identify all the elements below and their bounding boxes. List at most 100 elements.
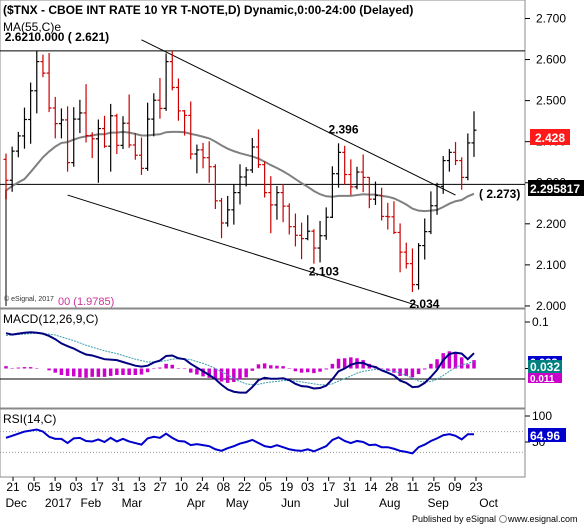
ohlc-bar xyxy=(3,153,9,200)
ohlc-bar xyxy=(354,166,360,190)
ohlc-bar xyxy=(323,207,329,240)
hidden-low-label: 00 (1.9785) xyxy=(58,296,114,308)
ohlc-bar xyxy=(28,82,34,144)
month-label: Feb xyxy=(81,496,102,510)
month-label: Aug xyxy=(379,496,400,510)
ohlc-bar xyxy=(40,54,46,78)
ohlc-bar xyxy=(391,201,397,235)
date-tick-label: 31 xyxy=(112,480,126,494)
ohlc-bar xyxy=(169,50,175,91)
ohlc-bar xyxy=(194,144,200,174)
month-label: Mar xyxy=(122,496,143,510)
ohlc-bar xyxy=(446,149,452,172)
price-tick-label: 2.600 xyxy=(536,53,566,67)
ohlc-bar xyxy=(102,115,108,148)
rsi-value: 64.96 xyxy=(530,429,560,443)
date-tick-label: 03 xyxy=(301,480,315,494)
rsi-reference-lines xyxy=(0,431,525,453)
ohlc-bar xyxy=(126,94,132,148)
month-label: Oct xyxy=(479,496,498,510)
ohlc-bar xyxy=(249,137,255,173)
ohlc-bars xyxy=(3,50,477,292)
ohlc-bar xyxy=(274,186,280,220)
ma-legend: MA(55,C)e xyxy=(3,20,61,34)
ohlc-bar xyxy=(34,50,40,114)
date-tick-label: 11 xyxy=(407,480,420,494)
date-tick-label: 27 xyxy=(154,480,168,494)
price-panel-frame xyxy=(0,0,526,309)
month-label: Jul xyxy=(334,496,349,510)
rsi-line xyxy=(5,428,475,455)
price-annotation: 2.396 xyxy=(329,122,359,136)
chart-title: ($TNX - CBOE INT RATE 10 YR T-NOTE,D) Dy… xyxy=(3,3,413,17)
ohlc-bar xyxy=(89,132,95,159)
ohlc-bar xyxy=(459,157,465,190)
date-tick-label: 17 xyxy=(322,480,336,494)
price-tick-label: 2.700 xyxy=(536,11,566,25)
ohlc-bar xyxy=(305,215,311,241)
ohlc-bar xyxy=(428,191,434,235)
ohlc-bar xyxy=(416,243,422,290)
rsi-badges: 64.96 xyxy=(528,428,566,443)
ohlc-bar xyxy=(219,197,225,239)
macd-signal-line xyxy=(5,332,475,386)
price-annotations: 2.621 0.000 ( 2.621) 2.396 2.103 2.034 ( 2.27… xyxy=(5,30,521,311)
date-tick-label: 25 xyxy=(427,480,441,494)
ohlc-bar xyxy=(422,218,428,260)
ma-value-badge xyxy=(528,180,584,196)
macd-line xyxy=(5,331,475,394)
month-label: Dec xyxy=(5,496,26,510)
ohlc-bar xyxy=(237,164,243,205)
price-annotation: 0.000 ( 2.621) xyxy=(34,30,109,44)
date-tick-label: 19 xyxy=(280,480,294,494)
ohlc-bar xyxy=(108,103,114,172)
ohlc-bar xyxy=(292,213,298,247)
macd-tick-label: 0.1 xyxy=(532,315,549,329)
month-label: 2017 xyxy=(45,496,72,510)
price-tick-label: 2.100 xyxy=(536,258,566,272)
price-badges: 2.428 2.295817 xyxy=(528,129,584,196)
ohlc-bar xyxy=(348,159,354,196)
ohlc-bar xyxy=(132,133,138,160)
last-price-badge xyxy=(530,129,570,145)
ohlc-bar xyxy=(77,99,83,134)
ohlc-bar xyxy=(409,248,415,292)
ohlc-bar xyxy=(311,229,317,264)
price-annotation: 2.034 xyxy=(409,297,439,311)
rsi-panel: RSI(14,C) xyxy=(0,408,526,478)
month-label: Sep xyxy=(427,496,449,510)
ohlc-bar xyxy=(71,107,77,167)
ohlc-bar xyxy=(9,146,15,192)
ohlc-bar xyxy=(138,137,144,175)
ohlc-bar xyxy=(372,181,378,205)
date-tick-label: 31 xyxy=(343,480,357,494)
price-annotation: 2.103 xyxy=(309,265,339,279)
channel-upper-line xyxy=(141,39,456,196)
date-tick-label: 19 xyxy=(48,480,62,494)
footer: Published by eSignal www.esignal.com xyxy=(412,514,578,524)
ohlc-bar xyxy=(175,78,181,121)
date-tick-label: 24 xyxy=(196,480,210,494)
ohlc-bar xyxy=(317,220,323,263)
ohlc-bar xyxy=(342,145,348,185)
price-panel: 2.621 0.000 ( 2.621) 2.396 2.103 2.034 ( 2.27… xyxy=(0,0,526,311)
ohlc-bar xyxy=(95,119,101,183)
rsi-panel-frame xyxy=(0,408,526,478)
ohlc-bar xyxy=(231,183,237,225)
ohlc-bar xyxy=(286,203,292,235)
ohlc-bar xyxy=(465,133,471,181)
ohlc-bar xyxy=(262,161,268,198)
month-label: Apr xyxy=(187,496,206,510)
ohlc-bar xyxy=(157,78,163,119)
price-tick-label: 2.000 xyxy=(536,299,566,313)
ohlc-bar xyxy=(397,223,403,273)
rsi-value-badge xyxy=(528,428,566,442)
ohlc-bar xyxy=(151,93,157,137)
signal-value-badge xyxy=(528,360,562,373)
hist-value: 0.011 xyxy=(530,374,555,385)
signal-value: 0.032 xyxy=(530,360,560,374)
esignal-logo-icon xyxy=(499,515,507,523)
ohlc-bar xyxy=(329,166,335,219)
ohlc-bar xyxy=(471,111,477,157)
